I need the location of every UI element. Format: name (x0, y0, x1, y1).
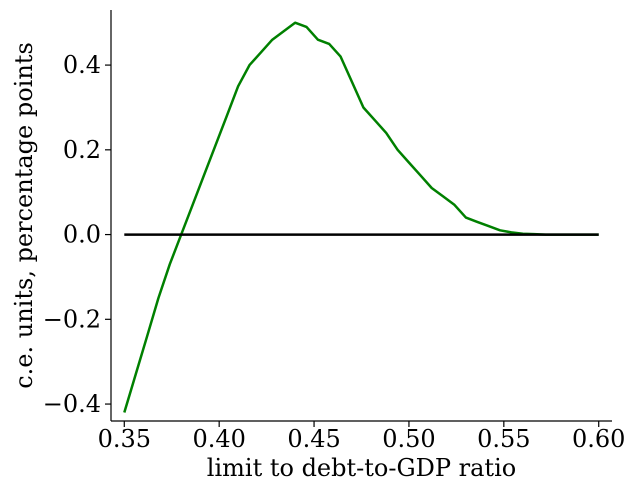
plot-area (123, 21, 599, 413)
y-axis-label: c.e. units, percentage points (10, 42, 38, 389)
x-tick-label: 0.40 (192, 425, 245, 453)
y-tick-label: 0.2 (63, 136, 101, 164)
x-axis-ticks: 0.35 0.40 0.45 0.50 0.55 0.60 (98, 421, 625, 453)
y-tick-label: −0.4 (43, 390, 101, 418)
x-tick-label: 0.35 (98, 425, 151, 453)
y-tick-label: −0.2 (43, 305, 101, 333)
y-axis-ticks: −0.4 −0.2 0.0 0.2 0.4 (43, 51, 111, 418)
y-tick-label: 0.4 (63, 51, 101, 79)
x-tick-label: 0.45 (287, 425, 340, 453)
y-tick-label: 0.0 (63, 221, 101, 249)
series-line-green (123, 21, 599, 413)
x-tick-label: 0.55 (477, 425, 530, 453)
x-tick-label: 0.60 (572, 425, 625, 453)
x-axis-label: limit to debt-to-GDP ratio (207, 454, 516, 481)
x-tick-label: 0.50 (382, 425, 435, 453)
